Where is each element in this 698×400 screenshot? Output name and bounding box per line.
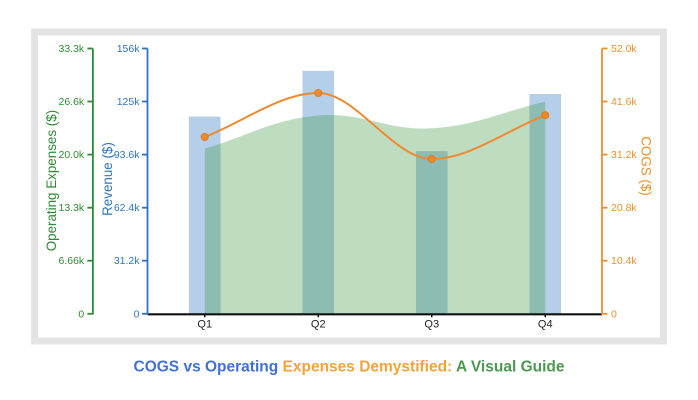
svg-text:Q1: Q1 <box>197 318 212 330</box>
svg-text:Q3: Q3 <box>424 318 439 330</box>
svg-text:41.6k: 41.6k <box>611 96 637 108</box>
svg-text:6.66k: 6.66k <box>59 255 85 267</box>
svg-text:20.8k: 20.8k <box>611 202 637 214</box>
svg-text:0: 0 <box>78 308 84 320</box>
svg-text:62.4k: 62.4k <box>114 202 140 214</box>
svg-text:Q4: Q4 <box>538 318 553 330</box>
svg-text:156k: 156k <box>117 43 141 55</box>
svg-text:33.3k: 33.3k <box>59 43 85 55</box>
svg-text:52.0k: 52.0k <box>611 43 637 55</box>
svg-text:125k: 125k <box>117 96 141 108</box>
svg-text:20.0k: 20.0k <box>59 149 85 161</box>
svg-text:0: 0 <box>611 308 617 320</box>
svg-text:93.6k: 93.6k <box>114 149 140 161</box>
svg-text:13.3k: 13.3k <box>59 202 85 214</box>
svg-text:Operating Expenses ($): Operating Expenses ($) <box>44 110 59 251</box>
svg-text:10.4k: 10.4k <box>611 255 637 267</box>
svg-text:COGS vs Operating Expenses Dem: COGS vs Operating Expenses Demystified: … <box>134 358 565 375</box>
svg-text:26.6k: 26.6k <box>59 96 85 108</box>
svg-text:31.2k: 31.2k <box>114 255 140 267</box>
svg-text:COGS ($): COGS ($) <box>638 136 653 196</box>
svg-text:0: 0 <box>134 308 140 320</box>
svg-text:Revenue ($): Revenue ($) <box>100 142 115 216</box>
svg-text:31.2k: 31.2k <box>611 149 637 161</box>
svg-text:Q2: Q2 <box>311 318 326 330</box>
